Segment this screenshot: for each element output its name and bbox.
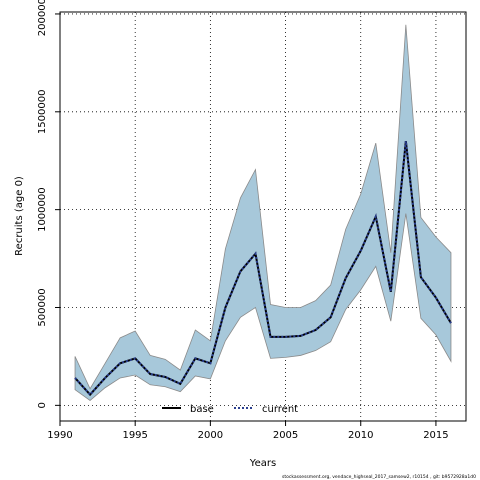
x-tick-label-2015: 2015 <box>423 430 448 441</box>
y-tick-label-1000000: 1000000 <box>37 187 48 232</box>
confidence-band <box>74 24 452 401</box>
series-line-current <box>74 141 452 397</box>
y-axis: 0 500000 1000000 1500000 2000000 <box>37 0 60 409</box>
y-tick-label-1500000: 1500000 <box>37 90 48 135</box>
y-axis-title: Recruits (age 0) <box>14 176 25 256</box>
plot-frame <box>59 11 467 422</box>
legend: base current <box>162 404 298 415</box>
x-tick-label-2010: 2010 <box>348 430 373 441</box>
x-tick-label-2005: 2005 <box>273 430 298 441</box>
x-tick-label-2000: 2000 <box>198 430 223 441</box>
y-tick-label-2000000: 2000000 <box>37 0 48 36</box>
y-tick-label-500000: 500000 <box>37 288 48 326</box>
x-tick-label-1995: 1995 <box>122 430 147 441</box>
legend-base-label: base <box>190 404 214 415</box>
x-tick-label-1990: 1990 <box>47 430 72 441</box>
x-axis-title: Years <box>249 458 276 469</box>
footer-note: stockassessment.org, vendace_highseal_20… <box>282 474 476 480</box>
x-axis: 1990 1995 2000 2005 2010 2015 <box>47 421 449 441</box>
series-lines <box>74 141 452 397</box>
y-tick-label-0: 0 <box>37 402 48 408</box>
legend-current-label: current <box>262 404 298 415</box>
